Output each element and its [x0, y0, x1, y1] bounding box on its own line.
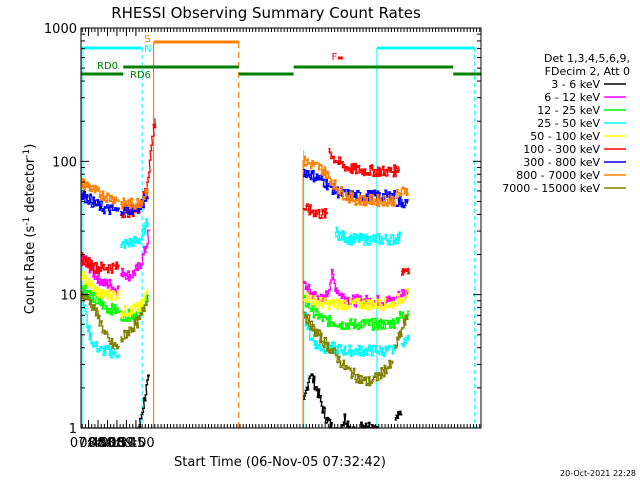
series-line [80, 291, 121, 350]
legend: Det 1,3,4,5,6,9,FDecim 2, Att 03 - 6 keV… [502, 52, 630, 195]
status-flags: NS F RD0 RD6 [81, 34, 481, 428]
series-line [328, 148, 400, 178]
series-line [80, 284, 121, 316]
timestamp: 20-Oct-2021 22:28 [560, 469, 636, 478]
series-line [395, 288, 411, 307]
series-line [302, 295, 397, 331]
plot-area [81, 28, 481, 428]
y-axis-label: Count Rate (s-1 detector-1) [22, 144, 38, 315]
chart-title: RHESSI Observing Summary Count Rates [111, 4, 421, 22]
series-line [80, 190, 121, 216]
plot-background [81, 28, 481, 428]
series-line [303, 311, 397, 358]
legend-header: Det 1,3,4,5,6,9, [544, 52, 630, 65]
series-line [303, 291, 397, 311]
series-line [80, 292, 121, 359]
legend-entry-label: 50 - 100 keV [530, 130, 600, 143]
x-tick-label: 08:15 [89, 436, 126, 451]
series-line [395, 186, 409, 200]
series-line [394, 410, 403, 421]
y-tick-label: 1 [69, 422, 77, 437]
saa-flag-label: S [144, 34, 150, 45]
flare-flag-label: F [331, 52, 337, 63]
legend-entry-label: 7000 - 15000 keV [502, 182, 600, 195]
legend-entry-label: 800 - 7000 keV [516, 169, 600, 182]
x-tick-label: 08:00 [79, 436, 116, 451]
night-flag-label: N [144, 44, 151, 55]
series-line [395, 196, 409, 209]
legend-entry-label: 3 - 6 keV [551, 78, 600, 91]
series-line [400, 334, 411, 348]
series-line [119, 229, 151, 282]
series-line [334, 226, 402, 246]
series-25-50-kevkev [80, 218, 411, 359]
rd6-flag-label: RD6 [130, 70, 151, 81]
series-line [303, 155, 397, 207]
series-line [80, 270, 120, 302]
series-line [80, 178, 121, 205]
series-line [400, 267, 411, 276]
series-line [301, 203, 329, 220]
legend-entry-label: 100 - 300 keV [523, 143, 600, 156]
legend-header: FDecim 2, Att 0 [545, 65, 630, 78]
series-layer [80, 118, 411, 429]
x-tick-label: 09:00 [117, 436, 154, 451]
series-50-100-kevkev [80, 270, 411, 318]
series-line [80, 251, 121, 275]
series-line [119, 218, 149, 250]
series-line [120, 288, 150, 318]
series-line [303, 311, 395, 387]
x-tick-label: 08:45 [108, 436, 145, 451]
legend-entry-label: 6 - 12 keV [544, 91, 600, 104]
x-tick-label: 08:30 [98, 436, 135, 451]
y-tick-label: 10 [60, 289, 77, 304]
x-tick-label: 07:45 [70, 436, 107, 451]
series-line [394, 314, 409, 349]
series-800-7000-kevkev [80, 155, 409, 210]
series-line [120, 186, 149, 210]
series-line [120, 294, 149, 343]
y-tick-label: 100 [52, 155, 77, 170]
series-7000-15000-kevkev [80, 291, 409, 387]
legend-entry-label: 25 - 50 keV [537, 117, 600, 130]
x-axis-label: Start Time (06-Nov-05 07:32:42) [174, 455, 386, 470]
rd0-flag-label: RD0 [97, 61, 118, 72]
legend-entry-label: 300 - 800 keV [523, 156, 600, 169]
legend-entry-label: 12 - 25 keV [537, 104, 600, 117]
y-tick-label: 1000 [44, 22, 77, 37]
